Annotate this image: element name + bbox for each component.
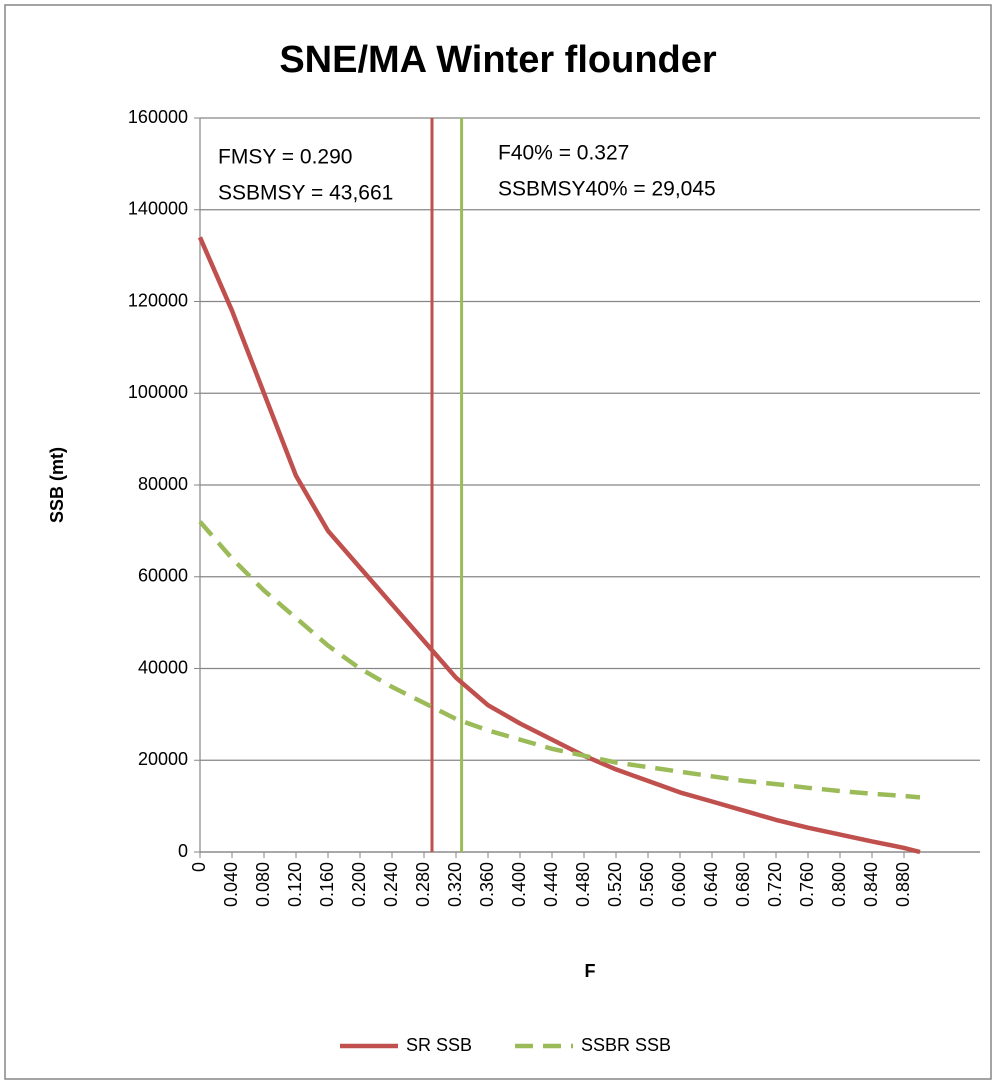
x-tick-label: 0.880 [893, 862, 913, 907]
x-tick-label: 0.200 [349, 862, 369, 907]
y-tick-label: 100000 [128, 382, 188, 402]
y-tick-label: 0 [178, 841, 188, 861]
series-line [197, 236, 921, 855]
annotation: SSBMSY40% = 29,045 [498, 178, 716, 201]
x-tick-label: 0.720 [765, 862, 785, 907]
x-tick-label: 0.560 [637, 862, 657, 907]
x-tick-label: 0.400 [509, 862, 529, 907]
x-tick-label: 0.120 [285, 862, 305, 907]
x-tick-label: 0.040 [221, 862, 241, 907]
legend-label: SR SSB [406, 1035, 472, 1055]
chart-border [4, 4, 992, 1080]
x-tick-label: 0.080 [253, 862, 273, 907]
chart-title: SNE/MA Winter flounder [279, 39, 717, 81]
y-tick-label: 140000 [128, 199, 188, 219]
y-tick-label: 120000 [128, 290, 188, 310]
x-tick-label: 0.240 [381, 862, 401, 907]
x-tick-label: 0.760 [797, 862, 817, 907]
x-tick-label: 0 [189, 862, 209, 872]
x-tick-label: 0.440 [541, 862, 561, 907]
x-tick-label: 0.280 [413, 862, 433, 907]
y-tick-label: 60000 [138, 566, 188, 586]
annotation: F40% = 0.327 [498, 142, 629, 165]
y-tick-label: 40000 [138, 657, 188, 677]
x-tick-label: 0.520 [605, 862, 625, 907]
legend-label: SSBR SSB [581, 1035, 671, 1055]
x-tick-label: 0.320 [445, 862, 465, 907]
x-tick-label: 0.160 [317, 862, 337, 907]
annotation: SSBMSY = 43,661 [218, 182, 393, 205]
x-tick-label: 0.480 [573, 862, 593, 907]
y-tick-label: 160000 [128, 107, 188, 127]
y-axis-label: SSB (mt) [47, 447, 67, 523]
annotation: FMSY = 0.290 [218, 146, 352, 169]
x-tick-label: 0.840 [861, 862, 881, 907]
y-tick-label: 80000 [138, 474, 188, 494]
x-tick-label: 0.600 [669, 862, 689, 907]
x-tick-label: 0.800 [829, 862, 849, 907]
x-tick-label: 0.680 [733, 862, 753, 907]
x-tick-label: 0.640 [701, 862, 721, 907]
y-tick-label: 20000 [138, 749, 188, 769]
x-tick-label: 0.360 [477, 862, 497, 907]
x-axis-label: F [585, 961, 596, 981]
series-line [198, 520, 921, 800]
